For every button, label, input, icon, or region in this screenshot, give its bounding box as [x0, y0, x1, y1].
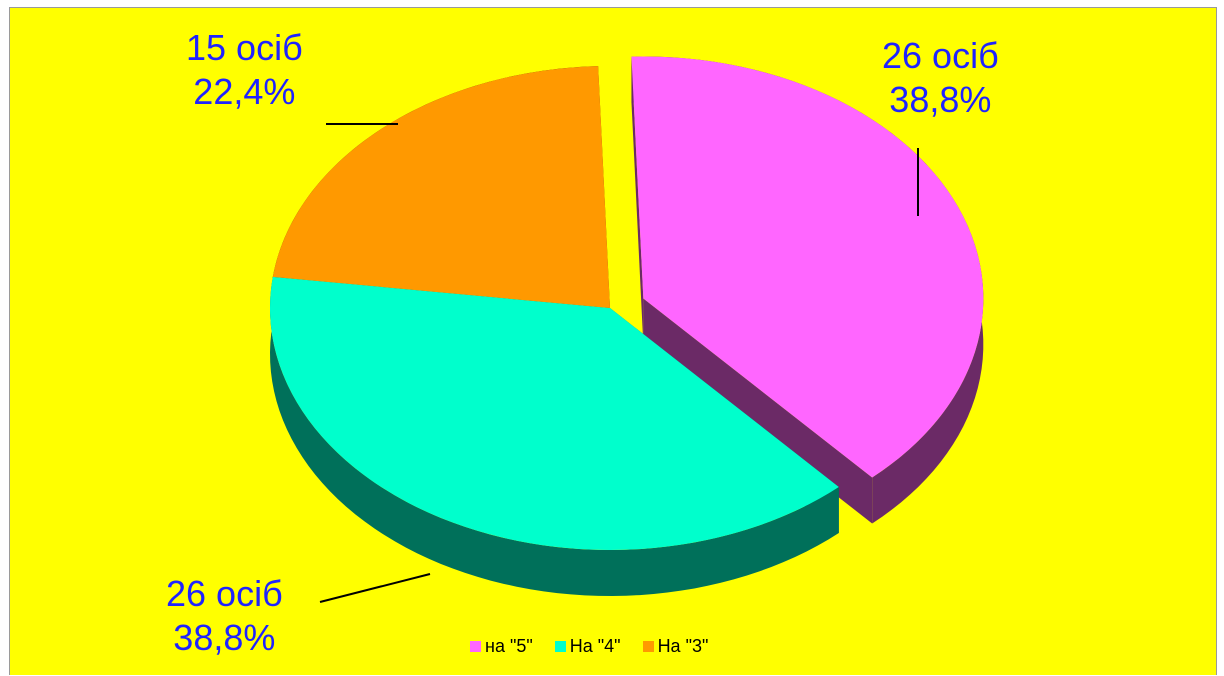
label-slice-4: 26 осіб 38,8%: [166, 572, 283, 660]
legend-label-4: На "4": [569, 636, 621, 656]
leader-slice-4: [319, 573, 431, 603]
label-slice-3-percent: 22,4%: [193, 71, 296, 112]
label-slice-5-percent: 38,8%: [889, 79, 992, 120]
label-slice-4-percent: 38,8%: [173, 617, 276, 658]
legend-item-4: На "4": [554, 636, 621, 657]
pie-rim-1: [270, 276, 839, 596]
legend-label-5: на "5": [485, 636, 533, 656]
label-slice-4-count: 26 осіб: [166, 573, 283, 614]
legend-swatch-5: [470, 641, 481, 652]
legend-label-3: На "3": [657, 636, 709, 656]
legend-item-3: На "3": [642, 636, 709, 657]
pie-slice-0: [631, 56, 984, 478]
pie-slice-2: [272, 66, 610, 308]
legend: на "5" На "4" На "3": [470, 636, 708, 657]
legend-swatch-3: [642, 641, 654, 652]
chart-area: 26 осіб 38,8% 15 осіб 22,4% 26 осіб 38,8…: [9, 7, 1217, 675]
label-slice-3: 15 осіб 22,4%: [186, 26, 303, 114]
label-slice-5-count: 26 осіб: [882, 35, 999, 76]
pie-wall-0-1: [643, 298, 873, 524]
label-slice-3-count: 15 осіб: [186, 27, 303, 68]
legend-item-5: на "5": [470, 636, 533, 657]
pie-wall-0-0: [631, 56, 644, 345]
label-slice-5: 26 осіб 38,8%: [882, 34, 999, 122]
pie-chart: [270, 56, 984, 603]
pie-slice-1: [270, 276, 839, 550]
legend-swatch-4: [554, 641, 566, 652]
